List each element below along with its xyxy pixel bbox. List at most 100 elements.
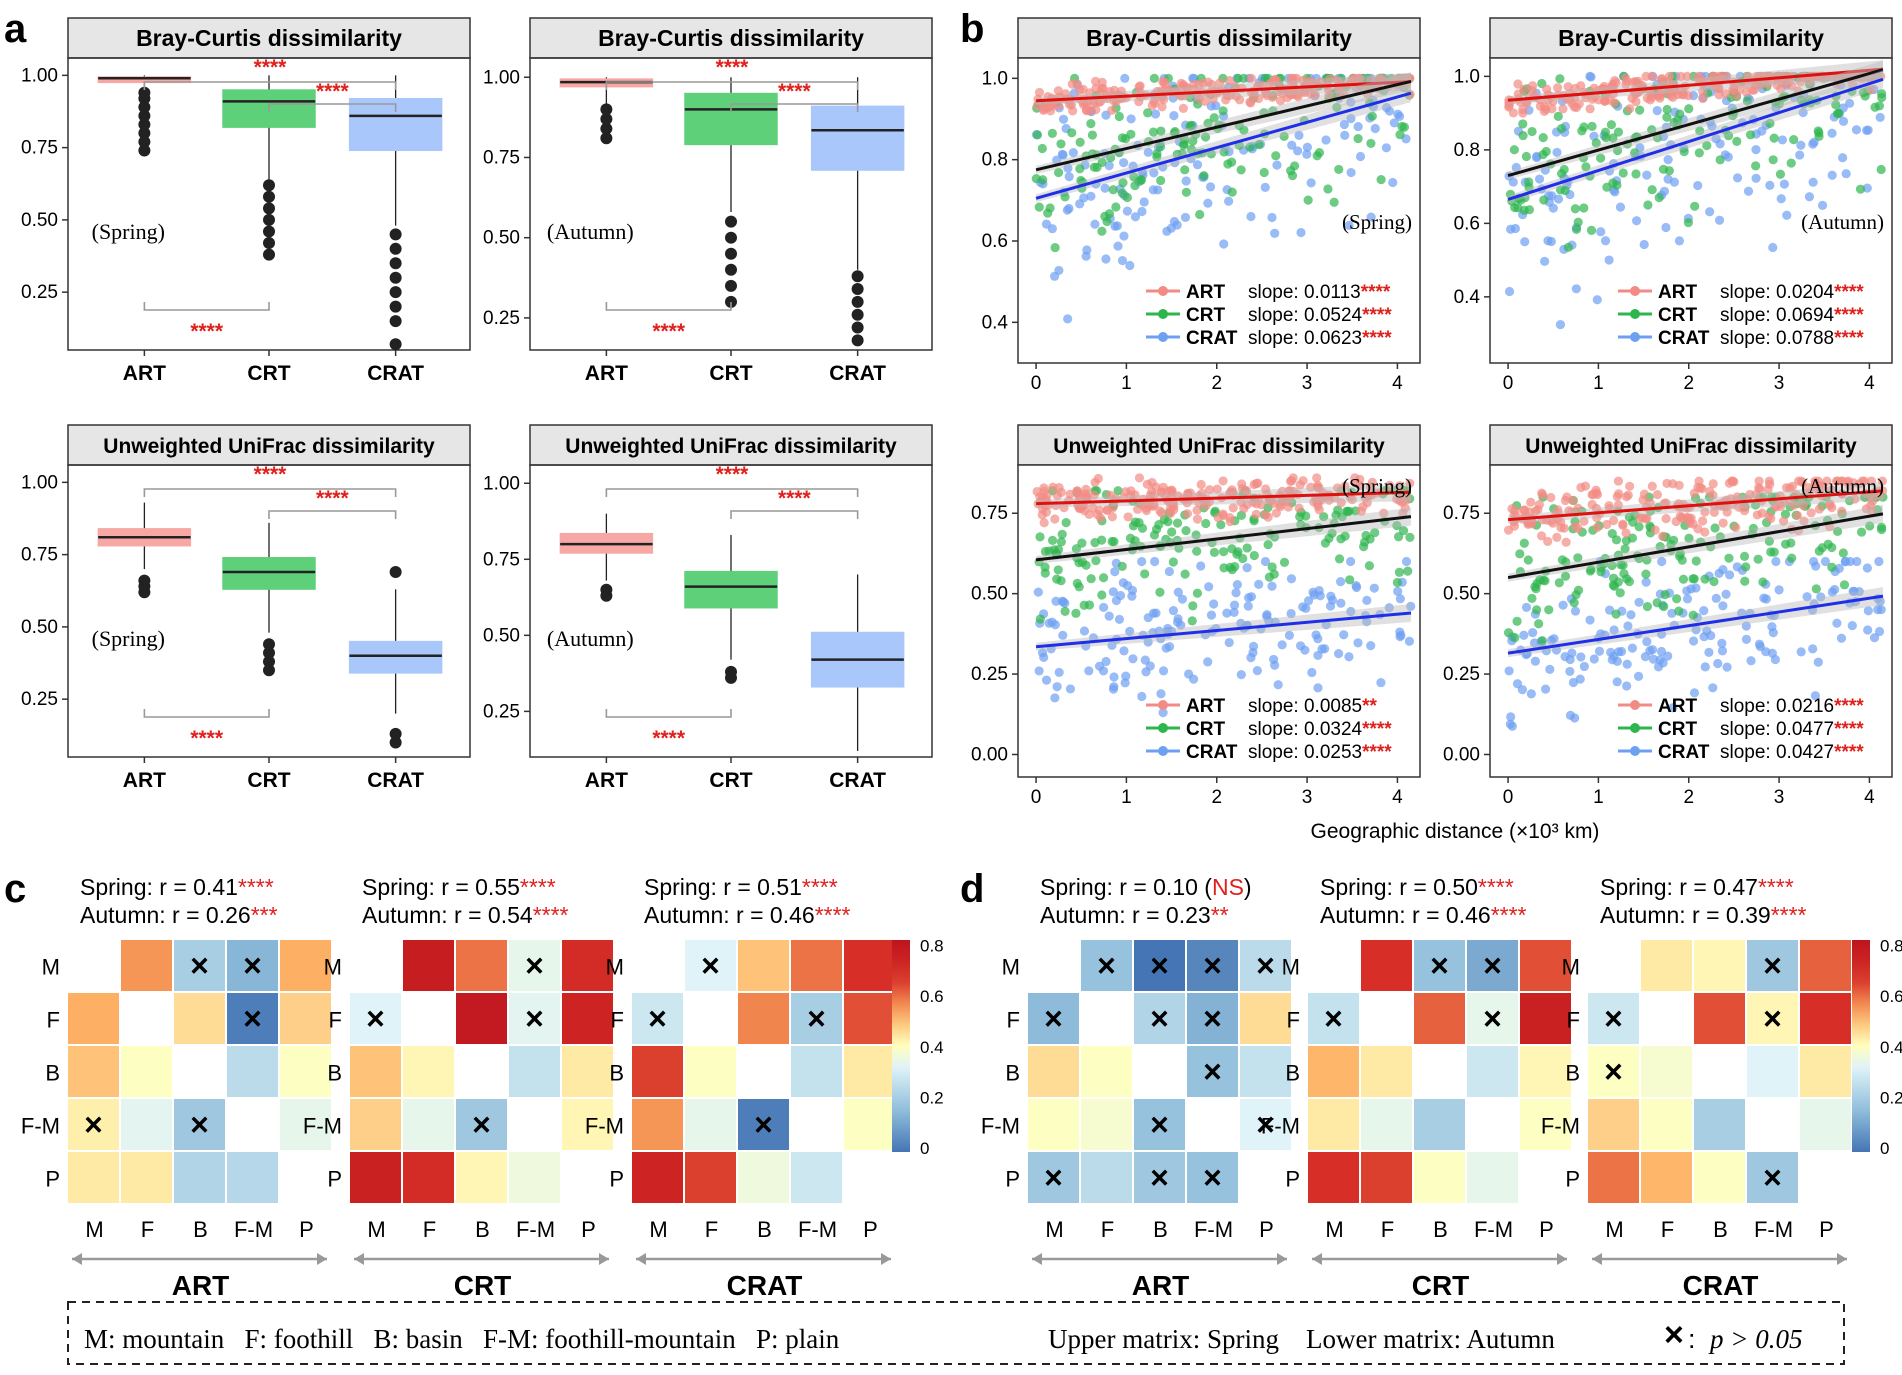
point-ART <box>1776 84 1786 94</box>
point-CRAT <box>1615 202 1626 212</box>
col-label: P <box>299 1217 314 1242</box>
facet-strip <box>1017 424 1421 466</box>
heatmap-cell <box>1641 940 1692 991</box>
point-ART <box>1552 532 1562 543</box>
outlier-point <box>600 132 613 145</box>
legend-sig-CRAT: **** <box>1834 742 1864 763</box>
outlier-point <box>263 202 275 215</box>
point-CRT <box>1512 616 1522 626</box>
nonsig-x-icon: × <box>366 1001 385 1037</box>
legend-label-CRT: CRT <box>1186 719 1225 740</box>
point-CRT <box>1187 616 1197 626</box>
point-CRAT <box>1718 565 1728 575</box>
point-ART <box>1148 501 1158 511</box>
point-ART <box>1822 476 1832 486</box>
point-ART <box>1558 104 1568 114</box>
point-CRAT <box>1273 680 1283 690</box>
nonsig-x-icon: × <box>1256 948 1275 984</box>
point-ART <box>1192 514 1203 524</box>
point-CRAT <box>1782 210 1792 220</box>
point-CRAT <box>1260 556 1271 567</box>
point-CRAT <box>1832 618 1842 628</box>
legend-sig-CRT: **** <box>1362 305 1392 326</box>
point-CRT <box>1186 144 1197 154</box>
outlier-point <box>725 263 737 276</box>
point-CRT <box>1209 547 1220 558</box>
point-CRAT <box>1260 182 1270 192</box>
x-tick-label: 0 <box>1503 787 1514 808</box>
point-CRAT <box>1209 599 1219 609</box>
point-CRT <box>1077 538 1087 548</box>
heatmap-cell <box>632 1046 683 1097</box>
spring-r-label: Spring: r = 0.10 (NS) <box>1040 874 1252 900</box>
point-ART <box>1656 74 1666 85</box>
arrow-left-icon <box>1032 1253 1042 1265</box>
season-label: (Spring) <box>92 219 165 244</box>
point-ART <box>1261 484 1271 494</box>
point-CRAT <box>1219 239 1229 249</box>
point-CRT <box>1181 526 1191 536</box>
point-ART <box>1167 485 1177 495</box>
point-CRAT <box>1099 602 1109 613</box>
point-CRT <box>1303 195 1313 205</box>
heatmap-cell <box>509 1152 560 1203</box>
scatter-2: Bray-Curtis dissimilarity 0.4 0.6 0.8 1.0 0 1 2… <box>1454 17 1893 394</box>
point-CRT <box>1365 534 1375 544</box>
point-CRAT <box>1506 712 1516 722</box>
point-ART <box>1085 88 1095 98</box>
point-ART <box>1150 98 1160 108</box>
nonsig-x-icon: × <box>1203 1160 1222 1196</box>
point-ART <box>1585 104 1595 114</box>
point-CRAT <box>1366 212 1376 222</box>
point-CRT <box>1061 518 1071 528</box>
point-CRT <box>1232 549 1242 559</box>
point-ART <box>1109 85 1119 95</box>
point-CRAT <box>1041 219 1052 229</box>
point-ART <box>1165 508 1176 518</box>
point-ART <box>1708 71 1718 81</box>
point-CRT <box>1323 184 1333 194</box>
point-CRT <box>1403 566 1413 576</box>
regression-line-CRT <box>1507 68 1884 178</box>
point-CRAT <box>1351 582 1362 593</box>
arrow-left-icon <box>354 1253 364 1265</box>
point-ART <box>1729 83 1739 93</box>
point-CRT <box>1560 571 1571 581</box>
point-CRT <box>1775 169 1786 179</box>
point-ART <box>1050 514 1060 524</box>
heatmap-cell <box>1240 940 1291 991</box>
point-CRAT <box>1659 186 1670 196</box>
point-CRAT <box>1592 295 1602 305</box>
point-CRT <box>1557 555 1567 565</box>
y-tick-label: 0.6 <box>982 231 1008 252</box>
heatmap-cell <box>68 1152 119 1203</box>
heatmap-cell <box>227 1046 278 1097</box>
points-layer <box>1031 72 1415 324</box>
point-CRAT <box>1623 621 1633 631</box>
point-CRT <box>1395 130 1405 140</box>
legend-slope-ART: slope: 0.0216**** <box>1720 696 1864 717</box>
row-label: B <box>1565 1061 1580 1086</box>
points-layer <box>1504 60 1887 330</box>
point-CRAT <box>1248 641 1259 651</box>
point-CRAT <box>1346 556 1356 567</box>
legend-slope-CRAT: slope: 0.0788**** <box>1720 328 1864 349</box>
point-ART <box>1591 488 1602 498</box>
point-ART <box>1580 481 1591 491</box>
y-tick-label: 1.00 <box>21 472 58 493</box>
point-CRT <box>1531 584 1541 594</box>
point-ART <box>1666 91 1676 101</box>
point-CRAT <box>1052 155 1062 165</box>
heatmap-cell <box>791 1152 842 1203</box>
outlier-point <box>263 655 275 668</box>
heatmap-title: CRT <box>1412 1270 1470 1301</box>
point-CRT <box>1673 115 1683 125</box>
legend-dot-CRAT <box>1630 746 1640 756</box>
point-CRAT <box>1065 684 1076 694</box>
heatmap-cell <box>280 940 331 991</box>
heatmap-cell <box>738 1099 789 1150</box>
point-CRT <box>1239 125 1249 135</box>
colorbar-bar <box>892 940 910 1152</box>
point-CRT <box>1860 91 1870 101</box>
